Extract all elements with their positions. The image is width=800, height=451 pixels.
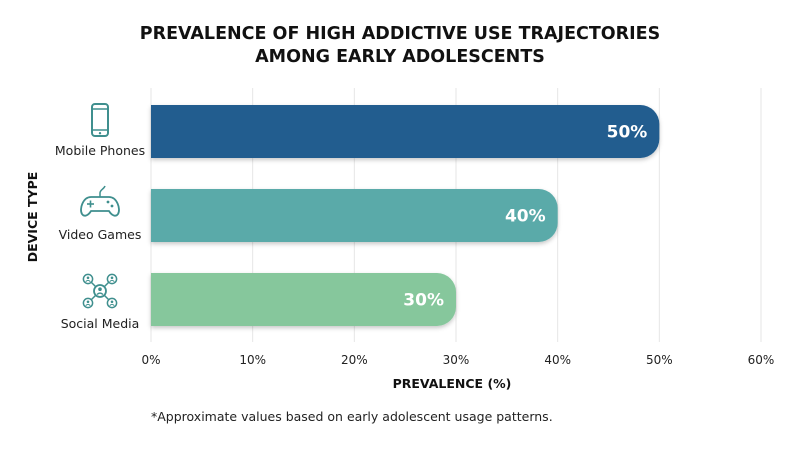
y-axis-title: DEVICE TYPE [25,172,40,263]
category-label: Video Games [59,227,142,242]
footnote: *Approximate values based on early adole… [151,409,553,424]
bar-value-label: 50% [607,123,648,143]
social-network-icon [82,273,118,309]
x-axis-ticks: 0% 10% 20% 30% 40% 50% 60% [141,353,774,367]
bar-mobile-phones [151,105,660,158]
x-tick-label: 50% [646,353,673,367]
bar-value-label: 40% [505,207,546,227]
game-controller-icon [80,185,120,217]
mobile-phone-icon [91,103,109,137]
bar-video-games [151,189,558,242]
x-tick-label: 60% [748,353,775,367]
chart-title-line-2: AMONG EARLY ADOLESCENTS [255,47,545,67]
x-tick-label: 40% [544,353,571,367]
bar-social-media [151,273,456,326]
category-label: Mobile Phones [55,143,145,158]
x-tick-label: 30% [443,353,470,367]
x-tick-label: 0% [141,353,160,367]
category-label: Social Media [61,316,140,331]
bars: 50% 40% 30% [151,105,660,326]
bar-value-label: 30% [403,291,444,311]
chart-title-line-1: PREVALENCE OF HIGH ADDICTIVE USE TRAJECT… [140,24,660,44]
x-axis-title: PREVALENCE (%) [393,376,512,391]
category-labels: Mobile Phones Video Games Social Media [55,103,145,331]
x-tick-label: 10% [239,353,266,367]
x-tick-label: 20% [341,353,368,367]
